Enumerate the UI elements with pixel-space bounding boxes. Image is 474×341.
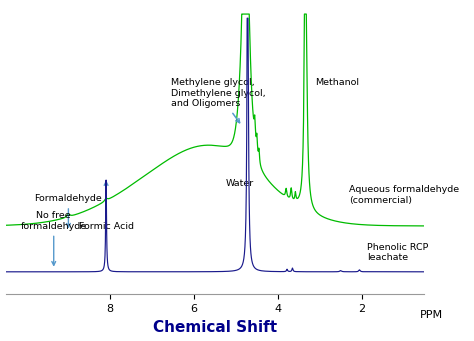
Text: Water: Water <box>225 179 254 189</box>
Text: Aqueous formaldehyde
(commercial): Aqueous formaldehyde (commercial) <box>349 185 459 205</box>
Text: No free
formaldehyde: No free formaldehyde <box>21 211 87 265</box>
X-axis label: Chemical Shift: Chemical Shift <box>153 321 277 336</box>
Text: Formic Acid: Formic Acid <box>79 182 134 231</box>
Text: Methanol: Methanol <box>316 78 360 87</box>
Text: Formaldehyde: Formaldehyde <box>35 194 102 227</box>
Text: Phenolic RCP
leachate: Phenolic RCP leachate <box>366 243 428 262</box>
Text: PPM: PPM <box>419 311 443 321</box>
Text: Methylene glycol,
Dimethylene glycol,
and Oligomers: Methylene glycol, Dimethylene glycol, an… <box>171 78 265 123</box>
